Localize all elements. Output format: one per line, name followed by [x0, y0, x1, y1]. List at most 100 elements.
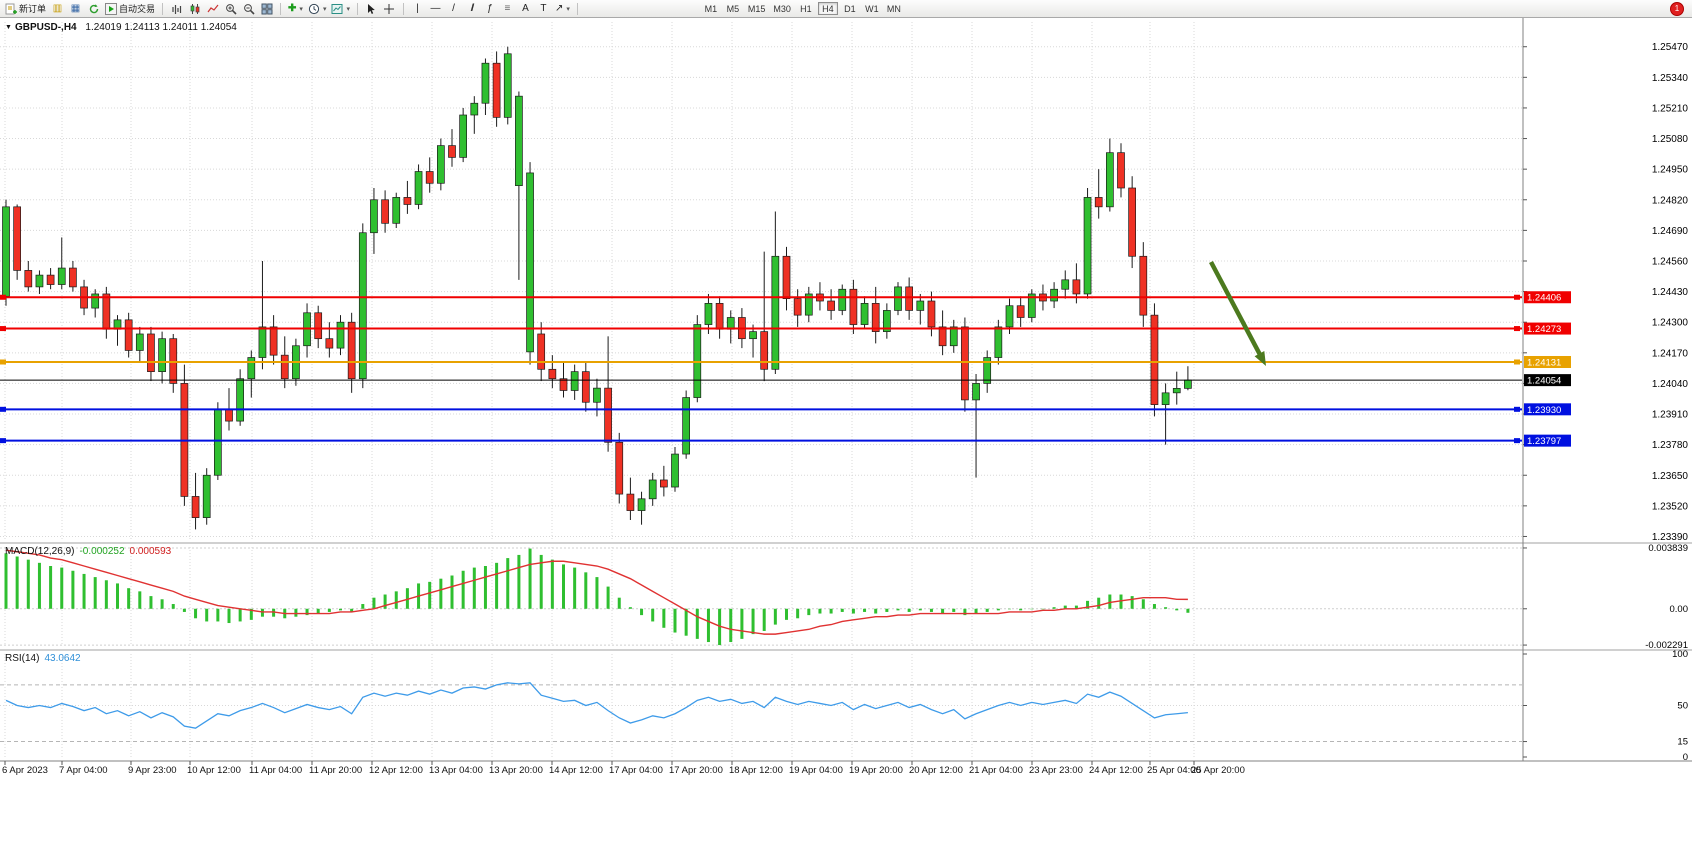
bar-chart-button[interactable] [168, 1, 185, 16]
candle [24, 270, 33, 288]
macd-bar [26, 559, 30, 609]
macd-bar [171, 604, 175, 609]
macd-name: MACD(12,26,9) [5, 546, 75, 557]
grid-lines-button[interactable]: ≡ [499, 1, 516, 16]
autotrading-button[interactable]: 自动交易 [103, 1, 157, 16]
text-label-button[interactable]: T [535, 1, 552, 16]
candle [615, 441, 624, 495]
price-axis-label: 1.24820 [1652, 195, 1689, 206]
timeframe-button-M5[interactable]: M5 [723, 2, 743, 15]
tile-windows-button[interactable] [258, 1, 275, 16]
timeframe-button-MN[interactable]: MN [884, 2, 904, 15]
candle [1150, 314, 1159, 405]
equidistant-channel-button[interactable]: // [463, 1, 480, 16]
hline-handle[interactable] [0, 326, 6, 332]
candle [949, 326, 958, 347]
price-axis-label: 1.24560 [1652, 256, 1689, 267]
hline-handle[interactable] [1514, 359, 1520, 365]
horizontal-line-button[interactable]: — [427, 1, 444, 16]
price-axis-label: 1.23520 [1652, 501, 1689, 512]
templates-button[interactable]: ▾ [329, 1, 352, 16]
macd-bar [907, 608, 911, 612]
hline-handle[interactable] [1514, 294, 1520, 300]
macd-bar [495, 562, 499, 609]
notification-badge[interactable]: 1 [1670, 1, 1684, 16]
periods-button[interactable]: ▾ [306, 1, 329, 16]
trendline-button[interactable]: / [445, 1, 462, 16]
candle [526, 172, 534, 353]
new-order-button[interactable]: 新订单 [3, 1, 48, 16]
hline-handle[interactable] [0, 438, 6, 444]
price-tag [1524, 374, 1571, 387]
macd-bar [428, 581, 432, 609]
macd-bar [885, 608, 889, 612]
candle [1005, 305, 1014, 328]
hline-handle[interactable] [0, 406, 6, 412]
time-axis-label: 7 Apr 04:00 [59, 765, 108, 776]
candle [325, 338, 334, 349]
macd-bar [350, 608, 354, 612]
macd-bar [394, 591, 398, 609]
macd-bar [127, 588, 131, 609]
macd-bar [4, 553, 8, 609]
charts-button[interactable]: ▦ [67, 1, 84, 16]
macd-bar [762, 608, 766, 631]
candle [715, 303, 724, 330]
toolbar-separator [576, 2, 578, 15]
candle [437, 145, 445, 184]
hline-handle[interactable] [1514, 438, 1520, 444]
macd-bar [851, 608, 855, 614]
quotes-icon: ▥ [52, 2, 63, 14]
candlestick-chart-button[interactable] [186, 1, 203, 16]
candle [894, 286, 902, 311]
price-tag-label: 1.24131 [1527, 357, 1561, 368]
candle [314, 312, 323, 340]
rsi-label: RSI(14) 43.0642 [5, 653, 81, 664]
timeframe-button-D1[interactable]: D1 [840, 2, 860, 15]
zoom-in-button[interactable] [222, 1, 239, 16]
macd-bar [684, 608, 688, 636]
hline-handle[interactable] [1514, 406, 1520, 412]
refresh-button[interactable] [85, 1, 102, 16]
vertical-line-button[interactable]: | [409, 1, 426, 16]
text-icon: A [522, 2, 529, 14]
timeframe-button-H1[interactable]: H1 [796, 2, 816, 15]
timeframe-button-M15[interactable]: M15 [745, 2, 769, 15]
macd-bar [628, 607, 632, 609]
macd-bar [339, 608, 342, 611]
timeframe-button-M30[interactable]: M30 [770, 2, 794, 15]
line-chart-button[interactable] [204, 1, 221, 16]
arrows-button[interactable]: ↗ ▾ [553, 1, 572, 16]
time-axis-label: 6 Apr 2023 [2, 765, 48, 776]
trend-arrow[interactable] [1209, 260, 1263, 358]
time-axis-label: 19 Apr 20:00 [849, 765, 903, 776]
macd-bar [483, 566, 487, 609]
macd-bar [227, 608, 231, 624]
hline-handle[interactable] [1514, 326, 1520, 332]
hline-handle[interactable] [0, 294, 6, 300]
quotes-button[interactable]: ▥ [49, 1, 66, 16]
text-button[interactable]: A [517, 1, 534, 16]
macd-bar [606, 586, 610, 609]
cursor-button[interactable] [363, 1, 380, 16]
crosshair-button[interactable] [381, 1, 398, 16]
time-axis-label: 13 Apr 20:00 [489, 765, 543, 776]
cursor-icon [368, 3, 376, 14]
indicators-button[interactable]: ✚ ▾ [286, 1, 305, 16]
candle [191, 496, 200, 518]
macd-bar [37, 562, 41, 609]
macd-bar [472, 567, 476, 609]
macd-bar [1030, 608, 1034, 610]
zoom-out-button[interactable] [240, 1, 257, 16]
timeframe-button-W1[interactable]: W1 [862, 2, 882, 15]
macd-bar [807, 608, 811, 616]
macd-bar [182, 608, 186, 612]
timeframe-button-M1[interactable]: M1 [701, 2, 721, 15]
timeframe-button-H4[interactable]: H4 [817, 2, 838, 15]
hline-handle[interactable] [0, 359, 6, 365]
fibonacci-button[interactable]: ƒ [481, 1, 498, 16]
macd-bar [840, 608, 844, 612]
candle [459, 114, 467, 158]
macd-bar [506, 558, 510, 609]
